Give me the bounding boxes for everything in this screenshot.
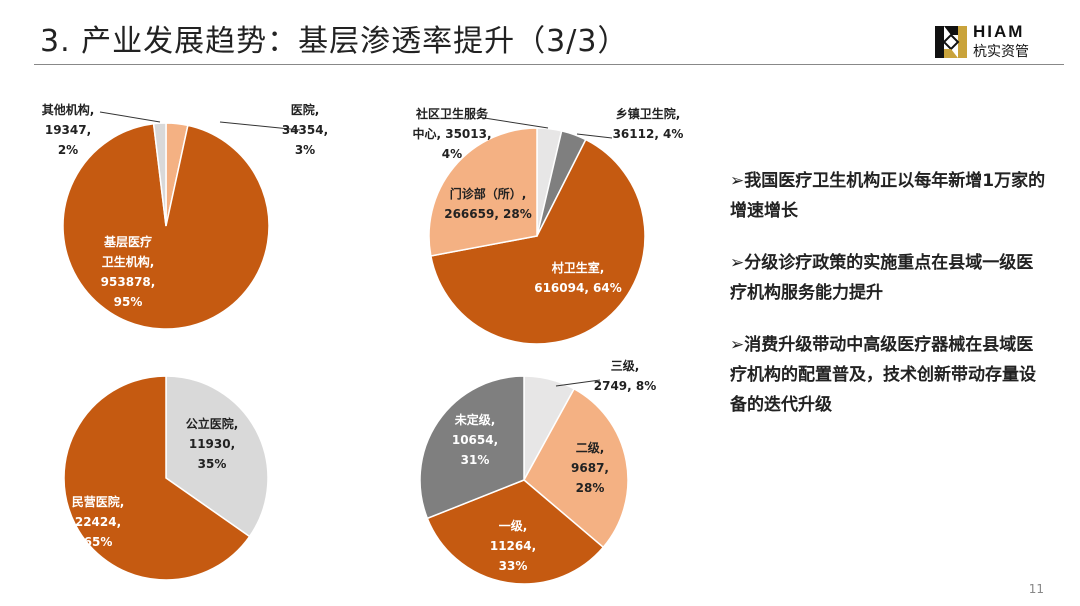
data-label: 村卫生室, 616094, 64% xyxy=(534,258,622,298)
logo-text-cn: 杭实资管 xyxy=(973,44,1029,60)
data-label-line: 医院, xyxy=(290,103,320,117)
data-label-line: 中心, 35013, xyxy=(412,127,492,141)
data-label: 社区卫生服务 中心, 35013, 4% xyxy=(412,104,491,164)
bullet-item: ➢分级诊疗政策的实施重点在县域一级医疗机构服务能力提升 xyxy=(730,253,1034,303)
data-label-line: 其他机构, xyxy=(41,103,95,117)
data-label-line: 19347, xyxy=(44,123,92,137)
data-label-line: 34354, xyxy=(281,123,329,137)
data-label-line: 953878, xyxy=(100,275,156,289)
title-divider xyxy=(34,64,1064,65)
data-label-line: 266659, 28% xyxy=(444,207,532,221)
data-label-line: 28% xyxy=(575,481,605,495)
pie-slice xyxy=(426,479,605,585)
data-label-line: 村卫生室, xyxy=(551,261,605,275)
data-label: 乡镇卫生院, 36112, 4% xyxy=(613,104,684,144)
pie-slice xyxy=(165,375,269,538)
data-label-line: 三级, xyxy=(610,359,640,373)
pie-slice xyxy=(523,387,629,549)
data-label-line: 31% xyxy=(460,453,490,467)
pie-slice xyxy=(428,127,538,257)
page-title: 3. 产业发展趋势：基层渗透率提升（3/3） xyxy=(40,24,629,59)
logo-text-en: HIAM xyxy=(973,22,1025,41)
data-label-line: 4% xyxy=(441,147,463,161)
data-label: 未定级, 10654, 31% xyxy=(452,410,498,470)
data-label-line: 民营医院, xyxy=(71,495,125,509)
data-label-line: 35% xyxy=(197,457,227,471)
hiam-logo-icon xyxy=(935,26,967,58)
data-label-line: 卫生机构, xyxy=(101,255,155,269)
data-label-line: 9687, xyxy=(571,461,609,475)
data-label: 基层医疗卫生机构, 953878, 95% xyxy=(101,232,156,312)
leader-line xyxy=(576,133,613,139)
bullet-list: ➢我国医疗卫生机构正以每年新增1万家的增速增长 ➢分级诊疗政策的实施重点在县域一… xyxy=(730,166,1050,442)
pie-slice xyxy=(63,375,251,581)
data-label-line: 2749, 8% xyxy=(593,379,657,393)
bullet-item: ➢消费升级带动中高级医疗器械在县域医疗机构的配置普及，技术创新带动存量设备的迭代… xyxy=(730,335,1036,415)
leader-line xyxy=(555,379,601,387)
data-label-line: 未定级, xyxy=(454,413,496,427)
data-label-line: 3% xyxy=(294,143,316,157)
data-label-line: 33% xyxy=(498,559,528,573)
pie-slice xyxy=(152,122,167,227)
data-label: 其他机构, 19347, 2% xyxy=(42,100,95,160)
data-label-line: 36112, 4% xyxy=(612,127,684,141)
data-label: 二级, 9687, 28% xyxy=(571,438,609,498)
data-label-line: 11264, xyxy=(489,539,537,553)
data-label: 民营医院, 22424, 65% xyxy=(72,492,125,552)
data-label: 医院, 34354, 3% xyxy=(282,100,328,160)
data-label: 门诊部（所）, 266659, 28% xyxy=(444,184,532,224)
data-label-line: 65% xyxy=(83,535,113,549)
company-logo: HIAM 杭实资管 xyxy=(935,22,1065,60)
data-label-line: 乡镇卫生院, xyxy=(615,107,681,121)
data-label-line: 95% xyxy=(113,295,143,309)
data-label-line: 2% xyxy=(57,143,79,157)
data-label-line: 社区卫生服务 xyxy=(415,107,489,121)
data-label-line: 616094, 64% xyxy=(534,281,622,295)
data-label: 一级, 11264, 33% xyxy=(490,516,536,576)
data-label-line: 10654, xyxy=(451,433,499,447)
data-label-line: 22424, xyxy=(74,515,122,529)
data-label: 三级, 2749, 8% xyxy=(594,356,657,396)
data-label-line: 公立医院, xyxy=(185,417,239,431)
page-number: 11 xyxy=(1028,582,1044,596)
data-label-line: 一级, xyxy=(498,519,528,533)
pie-slice xyxy=(62,122,270,330)
data-label-line: 二级, xyxy=(575,441,605,455)
leader-line xyxy=(477,116,549,129)
leader-line xyxy=(99,111,161,123)
pie-slice xyxy=(419,375,525,520)
data-label-line: 基层医疗 xyxy=(103,235,152,249)
pie-slice xyxy=(429,138,646,345)
data-label-line: 门诊部（所）, xyxy=(449,187,527,201)
data-label: 公立医院, 11930, 35% xyxy=(186,414,239,474)
leader-line xyxy=(219,121,301,131)
bullet-item: ➢我国医疗卫生机构正以每年新增1万家的增速增长 xyxy=(730,171,1046,221)
data-label-line: 11930, xyxy=(188,437,236,451)
